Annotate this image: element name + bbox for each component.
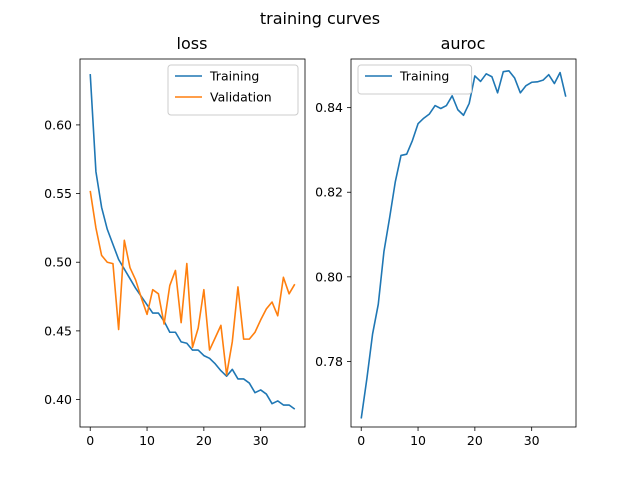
auroc-x-tick-label: 20 [467, 433, 483, 448]
auroc-y-tick-label: 0.80 [315, 269, 343, 284]
loss-x-tick-label: 0 [86, 433, 94, 448]
loss-series-validation-line [89, 190, 296, 376]
loss-y-tick-label: 0.60 [44, 117, 72, 132]
loss-axes: loss 0 10 20 30 0.40 0.45 0.50 0.55 0.60 Training… [44, 34, 306, 448]
loss-x-tick-label: 30 [253, 433, 269, 448]
auroc-axes-title: auroc [441, 34, 486, 53]
loss-axes-title: loss [177, 34, 208, 53]
auroc-x-tick-label: 0 [357, 433, 365, 448]
auroc-y-tick-label: 0.84 [315, 100, 343, 115]
loss-legend-label-validation: Validation [210, 90, 272, 105]
auroc-axes-frame [350, 58, 577, 428]
loss-y-tick-label: 0.50 [44, 255, 72, 270]
loss-axes-frame [79, 58, 306, 428]
auroc-x-tick-label: 30 [524, 433, 540, 448]
loss-series-training-line [89, 74, 296, 410]
loss-x-tick-label: 20 [196, 433, 212, 448]
loss-y-tick-label: 0.45 [44, 323, 72, 338]
loss-y-tick-label: 0.40 [44, 392, 72, 407]
auroc-legend-label-training: Training [399, 69, 449, 84]
auroc-legend-box [357, 64, 473, 95]
loss-legend-label-training: Training [209, 69, 259, 84]
auroc-y-tick-label: 0.82 [315, 185, 343, 200]
auroc-series-training-line [360, 70, 567, 419]
auroc-axes: auroc 0 10 20 30 0.78 0.80 0.82 0.84 Training [315, 34, 577, 448]
auroc-x-tick-label: 10 [410, 433, 426, 448]
loss-y-tick-label: 0.55 [44, 186, 72, 201]
auroc-y-tick-label: 0.78 [315, 354, 343, 369]
figure-suptitle: training curves [260, 9, 380, 28]
loss-legend-box [167, 64, 299, 116]
loss-x-tick-label: 10 [139, 433, 155, 448]
